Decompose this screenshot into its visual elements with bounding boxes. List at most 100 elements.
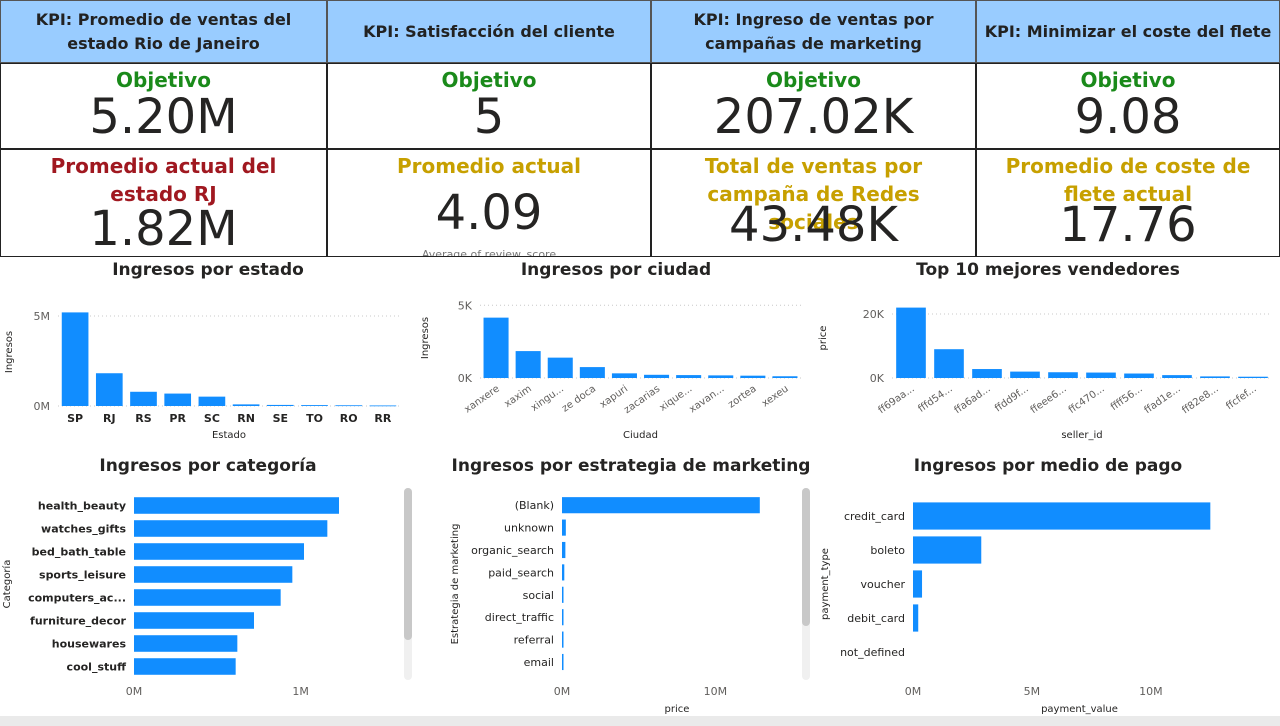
goal-label: Objetivo [441, 68, 537, 92]
x-tick-label: 10M [704, 685, 728, 698]
bar [676, 375, 702, 378]
chart-top-vendedores[interactable]: 0K 20K ff69aa... fffd54...ffa6ad... ffdd9f..… [816, 284, 1280, 446]
chart-ingresos-por-marketing[interactable]: 0M 10M (Blank) unknown organic_search paid_se… [416, 480, 816, 716]
bar [1048, 372, 1078, 378]
chart-title-vendedores: Top 10 mejores vendedores [916, 260, 1180, 280]
kpi-current-card-freight: Promedio de coste de flete actual 17.76 [976, 149, 1280, 257]
x-tick-label: ffc470... [1067, 383, 1107, 416]
kpi-goal-card-satisfaction: Objetivo 5 [327, 63, 651, 149]
bar [972, 369, 1002, 378]
x-tick-label: TO [306, 412, 323, 425]
scrollbar-marketing[interactable] [802, 488, 810, 680]
y-tick-label: watches_gifts [41, 523, 126, 536]
bar [198, 396, 226, 406]
y-tick-label: sports_leisure [39, 569, 126, 582]
bar [562, 609, 564, 626]
bar [134, 658, 236, 675]
goal-label: Objetivo [766, 68, 861, 92]
y-axis-title: Estrategia de marketing [450, 524, 461, 645]
chart-title-ciudad: Ingresos por ciudad [520, 260, 712, 280]
bar [483, 317, 509, 378]
y-tick-label: boleto [870, 544, 905, 557]
current-label: Promedio actual [396, 154, 582, 178]
y-axis-title: price [818, 326, 829, 351]
x-tick-label: ffff56... [1109, 383, 1145, 413]
bar [896, 307, 926, 378]
chart-ingresos-por-categoria[interactable]: 0M 1M health_beauty watches_gifts bed_bath_t… [0, 480, 416, 716]
current-value: 1.82M [89, 201, 238, 257]
bar [562, 653, 564, 671]
x-tick-label: ff82e8... [1180, 383, 1220, 416]
x-tick-label: 0M [554, 685, 571, 698]
x-tick-label: ff69aa... [876, 383, 916, 416]
bar [1010, 371, 1040, 378]
bar [562, 631, 564, 648]
bar [562, 586, 564, 603]
chart-ingresos-por-estado[interactable]: 0M 5M SP RJ RS PR SC RN SE TO RO RR Estado Ingresos [0, 284, 416, 446]
current-value: 17.76 [1059, 197, 1197, 253]
kpi-header-marketing: KPI: Ingreso de ventas por campañas de m… [651, 0, 976, 63]
y-tick-label: debit_card [847, 612, 905, 625]
kpi-header-satisfaction: KPI: Satisfacción del cliente [327, 0, 651, 63]
bar [515, 351, 541, 378]
x-tick-label: 10M [1139, 685, 1163, 698]
x-tick-label: zortea [726, 383, 758, 410]
x-tick-label: SP [67, 412, 83, 425]
goal-value: 207.02K [713, 89, 914, 145]
y-tick-label: 5M [34, 310, 51, 323]
y-tick-label: 20K [863, 308, 885, 321]
y-tick-label: furniture_decor [30, 615, 127, 628]
x-tick-label: SE [273, 412, 288, 425]
x-tick-label: 0M [905, 685, 922, 698]
y-tick-label: 0M [34, 400, 51, 413]
scrollbar-categoria[interactable] [404, 488, 412, 680]
y-tick-label: direct_traffic [485, 611, 554, 624]
current-value: 4.09 [435, 185, 543, 241]
x-axis-title: Estado [212, 430, 246, 441]
scrollbar-thumb[interactable] [404, 488, 412, 640]
y-tick-label: voucher [860, 578, 905, 591]
current-label: Promedio de coste de flete actual [1005, 154, 1251, 206]
scrollbar-thumb[interactable] [802, 488, 810, 626]
bar [95, 373, 123, 406]
bar [134, 497, 339, 514]
x-tick-label: 0M [126, 685, 143, 698]
y-tick-label: social [523, 589, 554, 602]
bar [934, 349, 964, 378]
current-value: 43.48K [729, 197, 898, 253]
kpi-header-freight: KPI: Minimizar el coste del flete [976, 0, 1280, 63]
y-tick-label: 0K [458, 372, 473, 385]
bar [335, 405, 363, 407]
bar [164, 393, 192, 406]
goal-label: Objetivo [1080, 68, 1176, 92]
y-tick-label: unknown [504, 522, 554, 535]
chart-title-pago: Ingresos por medio de pago [913, 456, 1183, 476]
bar [913, 604, 919, 632]
bar [1124, 373, 1154, 378]
y-tick-label: bed_bath_table [32, 546, 126, 559]
current-label: Total de ventas por campaña de Redes soc… [704, 154, 923, 234]
x-tick-label: ffcfef... [1224, 383, 1258, 412]
current-label: Promedio actual del estado RJ [50, 154, 277, 206]
kpi-header-rj: KPI: Promedio de ventas del estado Rio d… [0, 0, 327, 63]
x-axis-title: price [665, 704, 690, 715]
chart-title-categoria: Ingresos por categoría [99, 456, 317, 476]
bar [61, 312, 89, 406]
bar [1238, 376, 1268, 378]
x-tick-label: xexeu [760, 383, 791, 409]
y-axis-title: Ingresos [4, 331, 15, 373]
kpi-current-card-satisfaction: Promedio actual 4.09 Average of review_s… [327, 149, 651, 257]
x-tick-label: ffdd9f... [993, 383, 1031, 414]
bar [1200, 376, 1230, 378]
bar [134, 589, 281, 606]
bar [644, 374, 670, 378]
y-tick-label: 5K [458, 299, 473, 312]
y-tick-label: referral [514, 634, 554, 647]
y-tick-label: computers_ac... [28, 592, 126, 605]
bar [547, 357, 573, 378]
x-tick-label: 5M [1024, 685, 1041, 698]
bar [266, 404, 294, 406]
kpi-header-text: KPI: Satisfacción del cliente [363, 21, 615, 41]
